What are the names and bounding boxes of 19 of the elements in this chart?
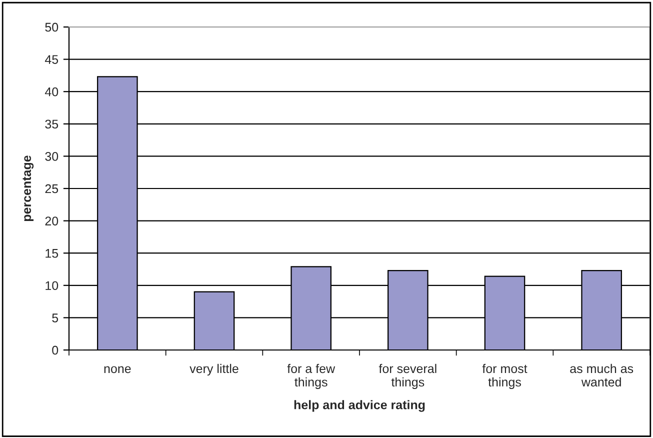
y-tick-label: 50 bbox=[45, 22, 58, 32]
y-tick-label: 5 bbox=[52, 314, 58, 322]
y-tick-label: 15 bbox=[46, 249, 58, 258]
x-tick-label: for several things bbox=[378, 364, 436, 390]
x-tick-label: none bbox=[104, 366, 131, 374]
x-axis-title: help and advice rating bbox=[294, 400, 425, 412]
y-tick-label: 0 bbox=[52, 346, 58, 355]
x-tick-label: for most things bbox=[482, 364, 528, 390]
x-tick-label: very little bbox=[190, 364, 238, 376]
y-tick-label: 10 bbox=[46, 281, 58, 290]
y-tick-label: 45 bbox=[44, 55, 58, 64]
y-tick-label: 30 bbox=[45, 152, 58, 161]
x-tick-label: for a few things bbox=[287, 364, 336, 390]
y-axis-title: percentage bbox=[22, 156, 34, 222]
x-tick-label: as much as wanted bbox=[570, 364, 634, 387]
y-tick-label: 25 bbox=[45, 184, 58, 194]
y-tick-label: 20 bbox=[45, 216, 58, 226]
y-tick-label: 40 bbox=[44, 87, 58, 96]
y-tick-label: 35 bbox=[45, 120, 58, 129]
